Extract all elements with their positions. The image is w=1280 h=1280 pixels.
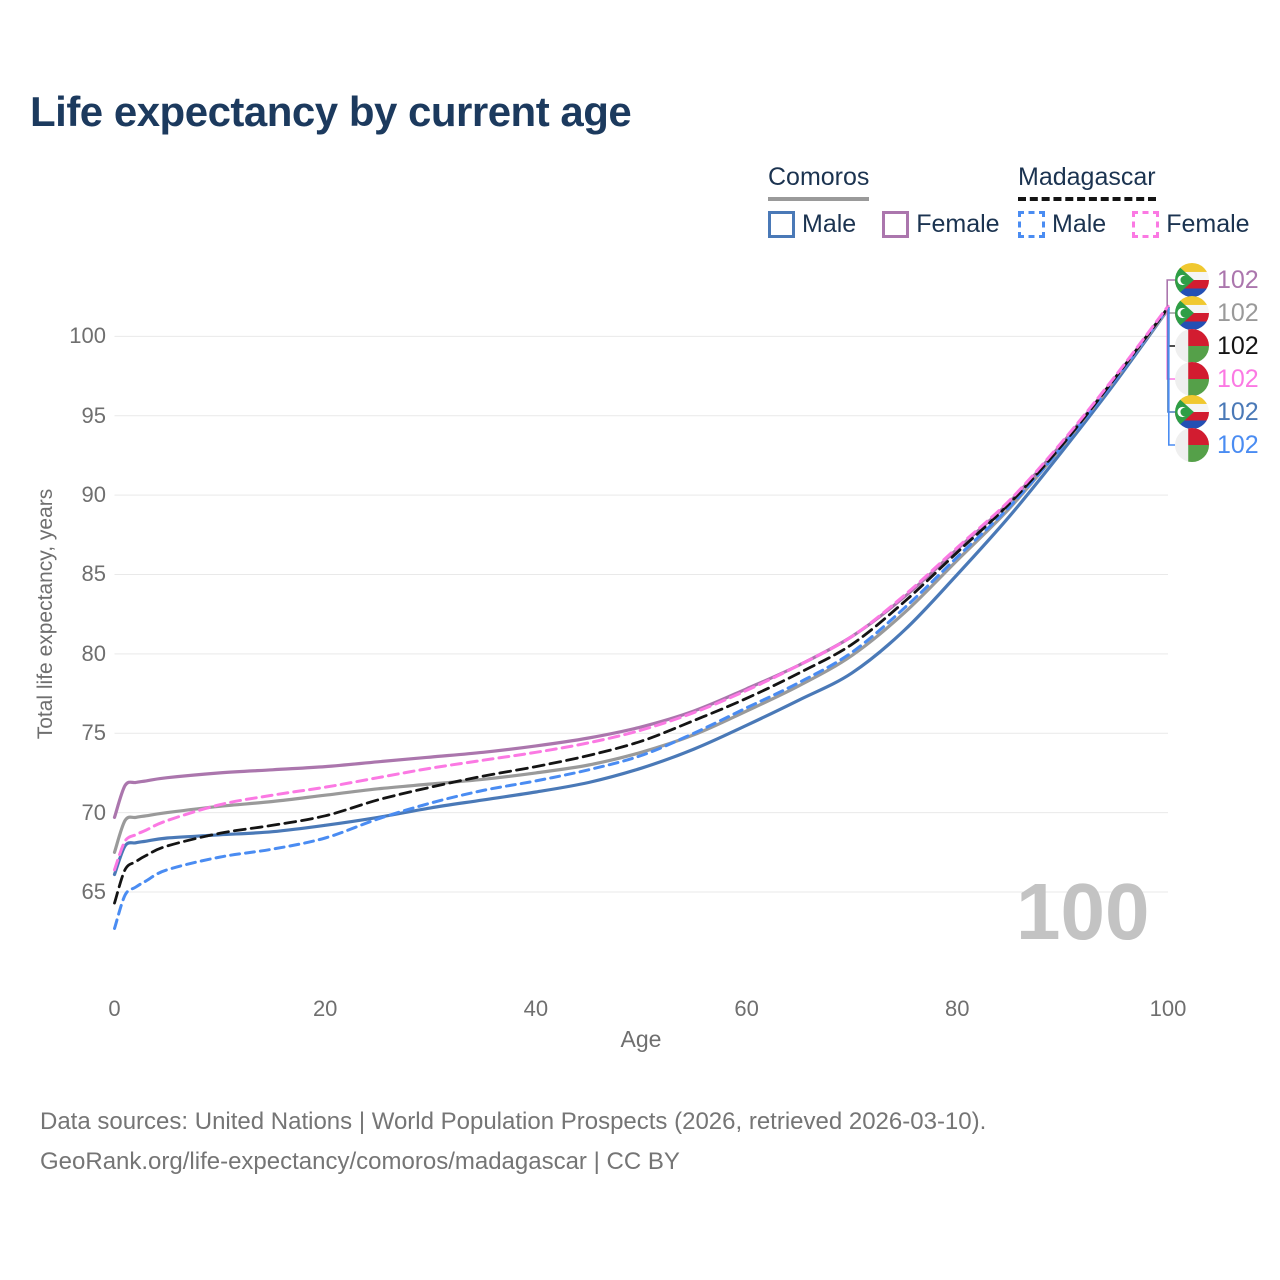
endpoint-label-madagascar_male: 102	[1175, 428, 1259, 462]
endpoint-value-madagascar_male: 102	[1217, 430, 1259, 459]
legend-item-comoros-female[interactable]: Female	[882, 210, 1000, 239]
series-line-madagascar_all	[113, 306, 1170, 905]
legend-group-madagascar: Madagascar Male Female	[1018, 163, 1250, 239]
legend-label-comoros-female: Female	[916, 210, 1000, 238]
endpoint-value-comoros_female: 102	[1217, 265, 1259, 294]
legend-label-madagascar-female: Female	[1166, 210, 1250, 238]
legend-header-comoros: Comoros	[768, 163, 870, 201]
legend-item-madagascar-female[interactable]: Female	[1132, 210, 1250, 239]
watermark-age-value: 100	[1016, 867, 1150, 956]
x-tick-label-20: 20	[312, 996, 338, 1021]
legend-swatch-comoros-male-icon	[768, 211, 795, 238]
endpoint-label-comoros_all: 102	[1175, 296, 1259, 330]
legend-header-madagascar: Madagascar	[1018, 163, 1156, 201]
y-tick-label-75: 75	[81, 720, 106, 746]
legend-items-madagascar: Male Female	[1018, 210, 1250, 239]
series-line-comoros_male	[112, 307, 1170, 877]
endpoint-connector-comoros_female	[1166, 279, 1175, 308]
endpoint-value-madagascar_female: 102	[1217, 364, 1259, 393]
series-line-madagascar_female	[113, 304, 1170, 872]
endpoint-value-comoros_male: 102	[1217, 397, 1259, 426]
series-line-madagascar_male	[113, 306, 1170, 930]
madagascar-flag-icon	[1175, 362, 1209, 396]
y-tick-label-100: 100	[69, 323, 106, 349]
madagascar-flag-icon	[1175, 329, 1209, 363]
endpoint-connector-madagascar_male	[1168, 307, 1175, 446]
legend-swatch-madagascar-female-icon	[1132, 211, 1160, 238]
legend-items-comoros: Male Female	[768, 210, 1000, 239]
legend-swatch-madagascar-male-icon	[1018, 211, 1045, 238]
y-tick-label-95: 95	[81, 402, 106, 428]
endpoint-value-comoros_all: 102	[1217, 298, 1259, 327]
comoros-flag-icon	[1175, 296, 1209, 330]
endpoint-label-comoros_female: 102	[1175, 263, 1259, 297]
madagascar-flag-icon	[1175, 428, 1209, 462]
x-tick-label-100: 100	[1149, 996, 1187, 1021]
legend-item-madagascar-male[interactable]: Male	[1018, 210, 1106, 239]
endpoint-value-madagascar_all: 102	[1217, 331, 1259, 360]
endpoint-label-madagascar_female: 102	[1175, 362, 1259, 396]
legend-item-comoros-male[interactable]: Male	[768, 210, 856, 239]
legend-group-comoros: Comoros Male Female	[768, 163, 1000, 239]
legend-swatch-comoros-female-icon	[882, 211, 910, 238]
footer-attribution: GeoRank.org/life-expectancy/comoros/mada…	[40, 1148, 680, 1175]
x-axis-title: Age	[620, 1026, 662, 1052]
legend-label-madagascar-male: Male	[1052, 210, 1107, 238]
y-tick-label-80: 80	[81, 640, 106, 666]
y-tick-label-65: 65	[81, 879, 106, 904]
gridlines	[114, 335, 1168, 893]
endpoint-label-comoros_male: 102	[1175, 395, 1259, 429]
endpoint-connectors	[1166, 279, 1175, 446]
comoros-flag-icon	[1175, 395, 1209, 429]
x-tick-label-60: 60	[734, 996, 759, 1021]
y-axis-title: Total life expectancy, years	[34, 488, 57, 740]
y-tick-label-90: 90	[81, 482, 106, 508]
legend-label-comoros-male: Male	[802, 210, 857, 238]
page-title: Life expectancy by current age	[30, 88, 632, 135]
y-tick-label-70: 70	[81, 799, 106, 825]
y-tick-label-85: 85	[81, 561, 106, 587]
x-tick-label-40: 40	[523, 996, 549, 1021]
comoros-flag-icon	[1175, 263, 1209, 297]
series-line-comoros_all	[112, 307, 1170, 854]
endpoint-label-madagascar_all: 102	[1175, 329, 1259, 363]
x-tick-label-0: 0	[108, 996, 121, 1021]
footer-data-sources: Data sources: United Nations | World Pop…	[40, 1108, 987, 1135]
series-lines	[112, 304, 1170, 930]
x-tick-label-80: 80	[945, 996, 970, 1021]
